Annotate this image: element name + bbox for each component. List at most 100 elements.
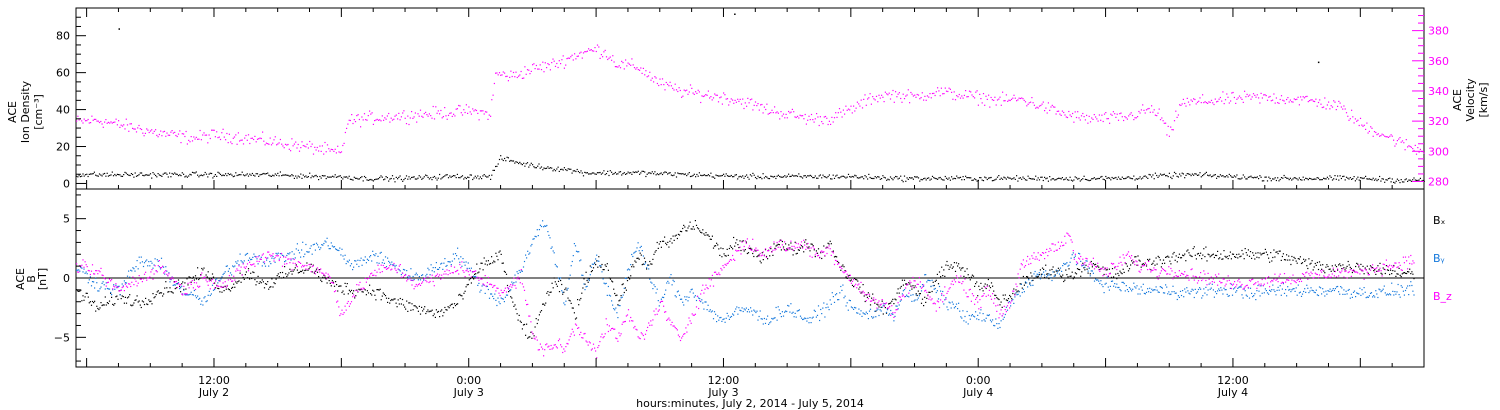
data-point <box>1247 249 1249 251</box>
data-point <box>297 249 299 251</box>
data-point <box>91 264 94 266</box>
data-point <box>1312 100 1314 102</box>
data-point <box>1196 101 1199 103</box>
data-point <box>188 139 190 141</box>
data-point <box>1007 298 1010 300</box>
data-point <box>1205 102 1207 104</box>
data-point <box>429 274 431 276</box>
data-point <box>931 290 933 293</box>
data-point <box>245 253 247 255</box>
data-point <box>130 173 132 175</box>
data-point <box>659 173 661 175</box>
data-point <box>1303 258 1305 260</box>
data-point <box>542 220 544 222</box>
data-point <box>687 173 689 175</box>
data-point <box>896 305 898 307</box>
data-point <box>300 270 302 272</box>
data-point <box>1115 273 1117 275</box>
data-point <box>767 258 769 260</box>
data-point <box>975 179 977 181</box>
data-point <box>166 173 168 175</box>
data-point <box>597 260 599 262</box>
data-point <box>1110 179 1112 181</box>
series-B_z <box>76 232 1415 359</box>
data-point <box>1320 264 1322 266</box>
data-point <box>1167 293 1169 295</box>
data-point <box>208 134 210 136</box>
data-point <box>315 242 318 244</box>
data-point <box>179 130 181 132</box>
data-point <box>953 177 955 179</box>
data-point <box>571 307 573 309</box>
data-point <box>295 248 297 250</box>
data-point <box>324 240 326 242</box>
data-point <box>475 273 477 275</box>
data-point <box>832 296 834 298</box>
data-point <box>321 175 323 177</box>
data-point <box>1293 98 1295 100</box>
data-point <box>898 177 900 179</box>
data-point <box>813 177 815 179</box>
data-point <box>405 123 408 125</box>
data-point <box>102 173 104 175</box>
data-point <box>1100 119 1102 121</box>
data-point <box>499 303 501 305</box>
data-point <box>943 269 945 271</box>
data-point <box>701 95 703 97</box>
data-point <box>996 297 998 299</box>
data-point <box>1174 292 1176 294</box>
data-point <box>1395 180 1397 182</box>
data-point <box>887 94 889 96</box>
data-point <box>832 121 834 123</box>
data-point <box>1182 173 1184 175</box>
data-point <box>726 248 728 250</box>
data-point <box>561 290 563 292</box>
data-point <box>821 177 823 179</box>
data-point <box>82 173 84 175</box>
data-point <box>744 249 746 251</box>
data-point <box>1324 178 1326 180</box>
data-point <box>1233 96 1235 99</box>
data-point <box>1253 254 1255 256</box>
data-point <box>263 172 265 175</box>
data-point <box>293 269 295 271</box>
data-point <box>898 92 900 94</box>
data-point <box>1302 96 1304 98</box>
data-point <box>1251 257 1253 259</box>
data-point <box>77 290 79 292</box>
data-point <box>1223 287 1225 289</box>
data-point <box>162 131 164 133</box>
data-point <box>1361 124 1363 126</box>
data-point <box>698 228 700 230</box>
data-point <box>260 282 262 284</box>
data-point <box>156 134 158 136</box>
data-point <box>621 174 623 176</box>
data-point <box>1013 288 1015 290</box>
data-point <box>1403 181 1405 183</box>
data-point <box>111 122 113 124</box>
data-point <box>272 174 274 176</box>
data-point <box>344 305 346 307</box>
data-point <box>649 278 651 280</box>
data-point <box>222 128 224 130</box>
data-point <box>391 119 394 121</box>
data-point <box>1111 280 1114 282</box>
data-point <box>875 310 877 312</box>
data-point <box>497 163 499 165</box>
data-point <box>842 284 844 286</box>
data-point <box>691 175 693 177</box>
data-point <box>76 120 78 122</box>
data-point <box>1048 273 1050 275</box>
data-point <box>583 278 585 280</box>
data-point <box>1379 289 1381 291</box>
data-point <box>717 101 720 103</box>
data-point <box>1172 129 1174 131</box>
data-point <box>528 69 530 71</box>
data-point <box>862 284 864 286</box>
data-point <box>1080 179 1083 181</box>
data-point <box>1098 280 1100 282</box>
data-point <box>1316 261 1318 264</box>
data-point <box>139 172 141 174</box>
data-point <box>920 97 922 99</box>
data-point <box>206 300 208 302</box>
